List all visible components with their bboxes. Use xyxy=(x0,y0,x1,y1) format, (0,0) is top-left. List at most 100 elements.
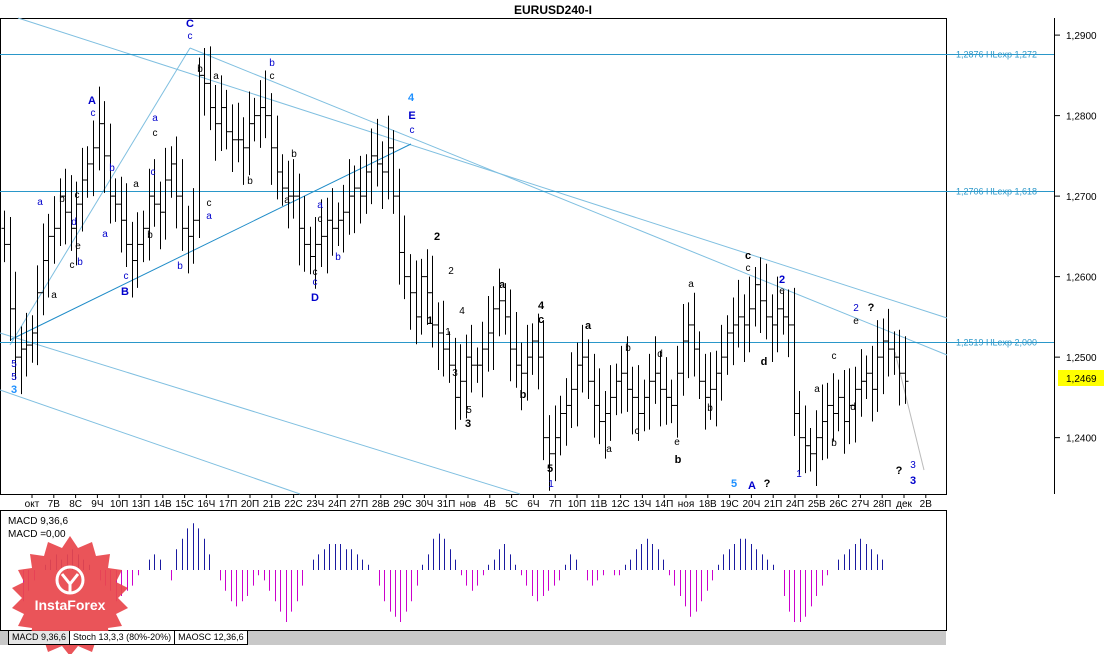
wave-label: 1 xyxy=(796,469,802,480)
ohlc-bar xyxy=(446,331,453,383)
time-tick: 21П xyxy=(764,499,782,510)
trendline xyxy=(189,47,948,356)
wave-label: b xyxy=(59,194,65,205)
wave-label: c xyxy=(188,31,193,42)
wave-label: C xyxy=(186,18,194,30)
wave-label: d xyxy=(657,349,663,360)
tab-maosc[interactable]: MAOSC 12,36,6 xyxy=(174,631,248,645)
time-tick: 30Ч xyxy=(416,499,434,510)
ohlc-bar xyxy=(368,128,375,205)
window-title: EURUSD240-I xyxy=(514,3,592,17)
level-label: 1,2706 HLexp 1,618 xyxy=(956,187,1037,197)
ohlc-bar xyxy=(635,365,642,441)
wave-label: b xyxy=(675,454,682,466)
ohlc-bar xyxy=(351,165,358,234)
ohlc-bar xyxy=(440,300,447,377)
wave-label: a xyxy=(152,113,158,124)
time-tick: 5С xyxy=(505,499,518,510)
time-tick: 28В xyxy=(372,499,390,510)
wave-label: c xyxy=(270,71,275,82)
wave-label: B xyxy=(121,286,129,298)
wave-label: c xyxy=(153,128,158,139)
time-tick: нов xyxy=(460,499,476,510)
trendline xyxy=(9,143,412,341)
time-tick: 10П xyxy=(110,499,128,510)
level-label: 1,2519 HLexp 2,000 xyxy=(956,338,1037,348)
wave-label: 5 xyxy=(547,463,553,475)
wave-label: b xyxy=(247,176,253,187)
time-tick: 7В xyxy=(48,499,61,510)
time-tick: 13Ч xyxy=(634,499,652,510)
wave-label: c xyxy=(91,108,96,119)
wave-label: a xyxy=(606,444,612,455)
wave-label: 1 xyxy=(445,327,451,338)
macd-histogram xyxy=(23,523,883,622)
wave-label: b xyxy=(707,403,713,414)
ohlc-bar xyxy=(785,289,792,358)
wave-label: 3 xyxy=(11,384,17,396)
time-tick: 7П xyxy=(549,499,562,510)
ohlc-bar xyxy=(835,379,842,432)
logo-text: InstaForex xyxy=(35,597,106,613)
wave-label: a xyxy=(133,179,139,190)
ohlc-bar xyxy=(813,410,820,486)
trendline xyxy=(0,332,521,495)
time-tick: 14П xyxy=(655,499,673,510)
time-tick: 31П xyxy=(437,499,455,510)
ohlc-bar xyxy=(23,312,30,377)
time-tick: 10П xyxy=(568,499,586,510)
ohlc-bar xyxy=(718,324,725,401)
wave-label: b xyxy=(109,163,115,174)
wave-label: 3 xyxy=(465,418,471,430)
ohlc-bar xyxy=(846,368,853,445)
ohlc-bar xyxy=(12,271,19,380)
tab-stoch[interactable]: Stoch 13,3,3 (80%-20%) xyxy=(69,631,176,645)
ohlc-bar xyxy=(123,183,130,267)
ohlc-bar xyxy=(668,379,675,424)
hlexp-levels: 1,2876 HLexp 1,272 1,2706 HLexp 1,618 1,25… xyxy=(0,50,1054,348)
ohlc-bar xyxy=(240,117,247,185)
time-tick: 8С xyxy=(69,499,82,510)
ohlc-bar xyxy=(596,368,603,445)
time-tick: 9Ч xyxy=(91,499,103,510)
current-price-marker xyxy=(1058,370,1104,386)
ohlc-bar xyxy=(763,263,770,340)
tab-macd[interactable]: MACD 9,36,6 xyxy=(8,631,71,645)
time-tick: 16Ч xyxy=(198,499,216,510)
wave-label: d xyxy=(761,356,768,368)
time-tick: 11В xyxy=(590,499,607,510)
ohlc-bar xyxy=(618,345,625,414)
ohlc-bar xyxy=(546,415,553,491)
time-tick: ноя xyxy=(678,499,695,510)
ohlc-bar xyxy=(807,427,814,472)
wave-label: a xyxy=(284,195,290,206)
ohlc-bar xyxy=(379,141,386,209)
current-price: 1,2469 xyxy=(1066,374,1097,385)
ohlc-bar xyxy=(140,210,147,263)
wave-label: b xyxy=(177,261,183,272)
ohlc-bar xyxy=(696,331,703,399)
wave-label: c xyxy=(75,190,80,201)
ohlc-bar xyxy=(51,196,58,264)
time-tick: 27Ч xyxy=(852,499,870,510)
ohlc-bar xyxy=(735,279,742,348)
wave-label: 3 xyxy=(452,368,458,379)
ohlc-bar xyxy=(796,390,803,475)
ohlc-bar xyxy=(479,321,486,398)
ohlc-bar xyxy=(496,268,503,337)
wave-label: c xyxy=(207,198,212,209)
wave-label: c xyxy=(746,263,751,274)
ohlc-bar xyxy=(312,217,319,289)
wave-label: a xyxy=(51,290,57,301)
level-label: 1,2876 HLexp 1,272 xyxy=(956,50,1037,60)
time-tick: 22С xyxy=(284,499,302,510)
wave-label: e xyxy=(779,286,785,297)
ohlc-bar xyxy=(507,289,514,382)
macd-value: MACD =0,00 xyxy=(8,529,66,540)
ohlc-bar xyxy=(896,329,903,406)
wave-label: c xyxy=(151,167,156,178)
wave-label: a xyxy=(102,229,108,240)
ohlc-bar xyxy=(301,196,308,272)
